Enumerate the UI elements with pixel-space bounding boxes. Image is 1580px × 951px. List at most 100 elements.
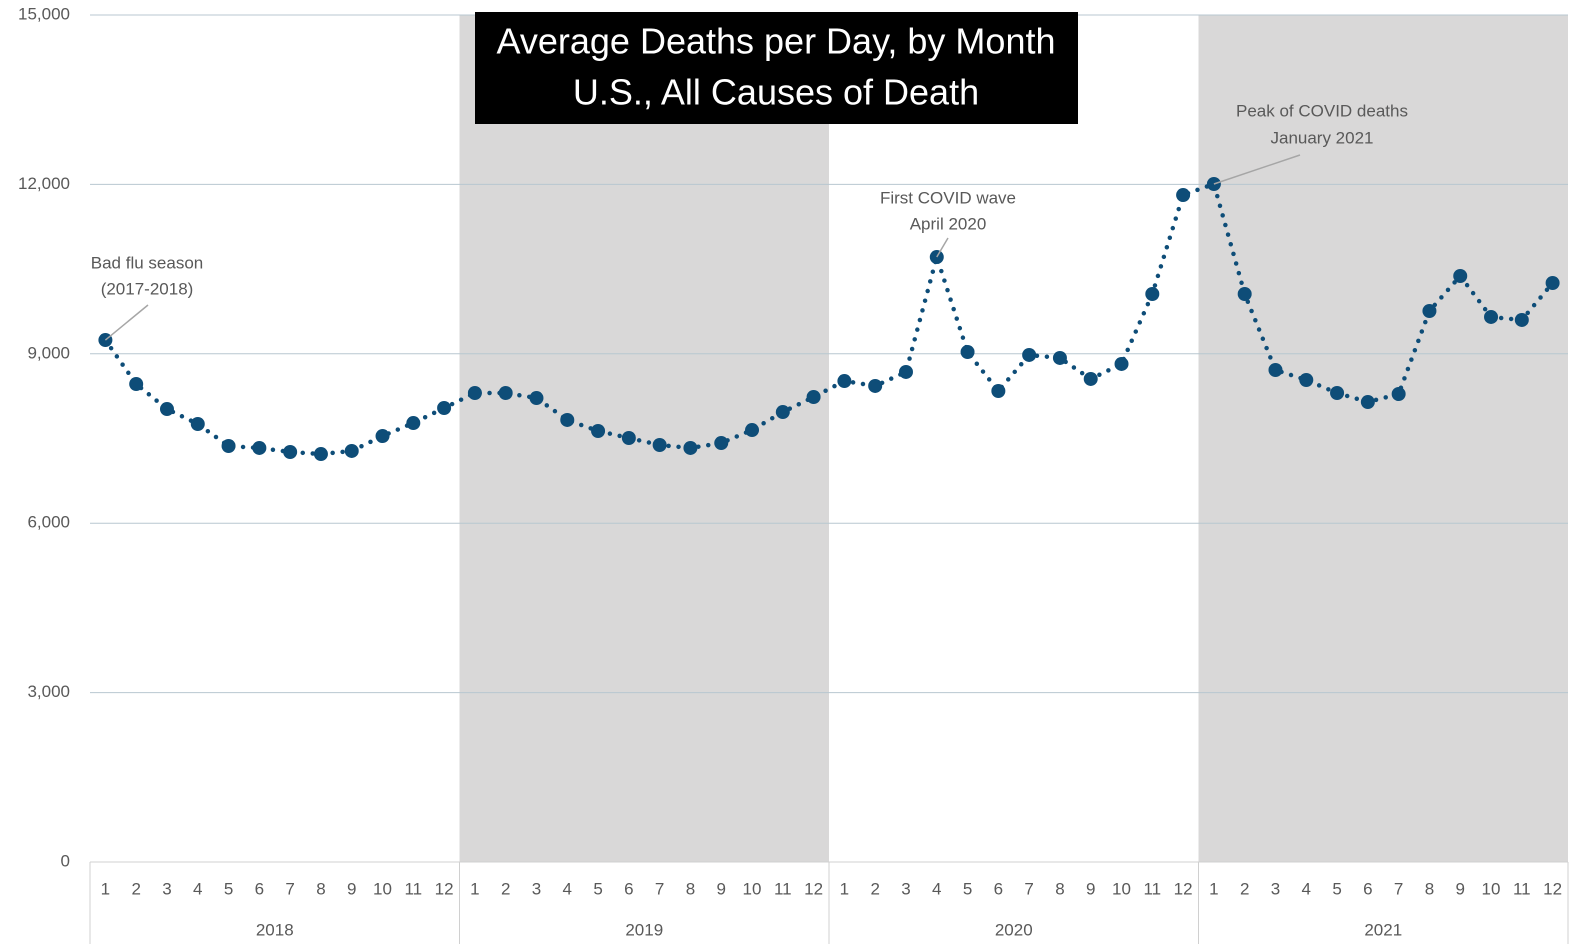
x-tick-label: 9 — [347, 879, 356, 898]
x-tick-label: 2 — [501, 879, 510, 898]
x-tick-label: 11 — [404, 879, 422, 898]
marker — [529, 391, 544, 406]
x-tick-label: 10 — [743, 879, 762, 898]
x-tick-label: 8 — [1055, 879, 1064, 898]
x-tick-label: 9 — [1455, 879, 1464, 898]
marker — [1114, 356, 1129, 371]
x-tick-label: 9 — [716, 879, 725, 898]
marker — [1083, 371, 1098, 386]
x-tick-label: 6 — [624, 879, 633, 898]
marker — [898, 364, 913, 379]
marker — [1545, 275, 1560, 290]
marker — [344, 443, 359, 458]
marker — [406, 416, 421, 431]
marker — [745, 423, 760, 438]
y-tick-label: 9,000 — [27, 343, 70, 362]
x-tick-label: 8 — [1425, 879, 1434, 898]
x-tick-label: 2 — [131, 879, 140, 898]
x-tick-label: 4 — [563, 879, 572, 898]
x-tick-label: 7 — [655, 879, 664, 898]
year-band — [459, 15, 829, 862]
chart-title: Average Deaths per Day, by Month — [497, 21, 1056, 62]
annotation-text: Peak of COVID deaths — [1236, 101, 1408, 120]
marker — [1022, 347, 1037, 362]
x-tick-label: 3 — [532, 879, 541, 898]
marker — [1330, 385, 1345, 400]
year-band — [1198, 15, 1568, 862]
x-tick-label: 5 — [593, 879, 602, 898]
title-box — [475, 12, 1078, 124]
marker — [1422, 303, 1437, 318]
x-tick-label: 12 — [1543, 879, 1562, 898]
x-tick-label: 7 — [1394, 879, 1403, 898]
x-tick-label: 11 — [774, 879, 792, 898]
marker — [1237, 287, 1252, 302]
x-tick-label: 4 — [1302, 879, 1311, 898]
annotation-text: First COVID wave — [880, 188, 1016, 207]
marker — [1514, 312, 1529, 327]
x-tick-label: 9 — [1086, 879, 1095, 898]
year-bands — [459, 15, 1568, 862]
marker — [190, 416, 205, 431]
marker — [1176, 188, 1191, 203]
x-tick-label: 1 — [101, 879, 110, 898]
marker — [960, 344, 975, 359]
marker — [991, 384, 1006, 399]
marker — [591, 423, 606, 438]
annotation-leader — [1213, 154, 1301, 185]
x-tick-label: 6 — [255, 879, 264, 898]
x-tick-label: 1 — [840, 879, 849, 898]
marker — [1360, 395, 1375, 410]
marker — [467, 385, 482, 400]
x-tick-label: 4 — [193, 879, 202, 898]
y-tick-label: 3,000 — [27, 682, 70, 701]
x-tick-label: 5 — [224, 879, 233, 898]
y-tick-label: 0 — [61, 851, 70, 870]
annotations: Bad flu season (2017-2018) First COVID wav… — [91, 101, 1408, 341]
chart-subtitle: U.S., All Causes of Death — [573, 72, 979, 113]
marker — [868, 378, 883, 393]
annotation-text: January 2021 — [1270, 128, 1373, 147]
x-tick-label: 12 — [804, 879, 823, 898]
x-tick-label: 7 — [285, 879, 294, 898]
marker — [1145, 287, 1160, 302]
marker — [313, 447, 328, 462]
marker — [221, 439, 236, 454]
marker — [498, 385, 513, 400]
marker — [437, 401, 452, 416]
marker — [1453, 268, 1468, 283]
x-tick-label: 3 — [901, 879, 910, 898]
marker — [252, 440, 267, 455]
x-tick-label: 10 — [1112, 879, 1131, 898]
x-tick-label: 3 — [162, 879, 171, 898]
x-tick-label: 1 — [470, 879, 479, 898]
x-tick-label: 10 — [1482, 879, 1501, 898]
y-tick-label: 12,000 — [18, 174, 70, 193]
x-tick-label: 7 — [1024, 879, 1033, 898]
x-group-label: 2021 — [1364, 920, 1402, 939]
marker — [1391, 387, 1406, 402]
marker — [621, 430, 636, 445]
marker — [1299, 373, 1314, 388]
annotation-text: Bad flu season — [91, 253, 203, 272]
x-tick-label: 8 — [686, 879, 695, 898]
marker — [806, 389, 821, 404]
annotation-leader — [936, 237, 949, 258]
x-group-label: 2020 — [995, 920, 1033, 939]
x-tick-label: 10 — [373, 879, 392, 898]
x-tick-label: 6 — [1363, 879, 1372, 898]
marker — [1484, 309, 1499, 324]
marker — [560, 412, 575, 427]
x-tick-label: 6 — [994, 879, 1003, 898]
marker — [652, 437, 667, 452]
marker — [1268, 363, 1283, 378]
x-tick-label: 4 — [932, 879, 941, 898]
x-tick-label: 12 — [435, 879, 454, 898]
marker — [159, 402, 174, 417]
series — [98, 177, 1560, 462]
marker — [837, 374, 852, 389]
marker — [283, 444, 298, 459]
marker — [375, 429, 390, 444]
